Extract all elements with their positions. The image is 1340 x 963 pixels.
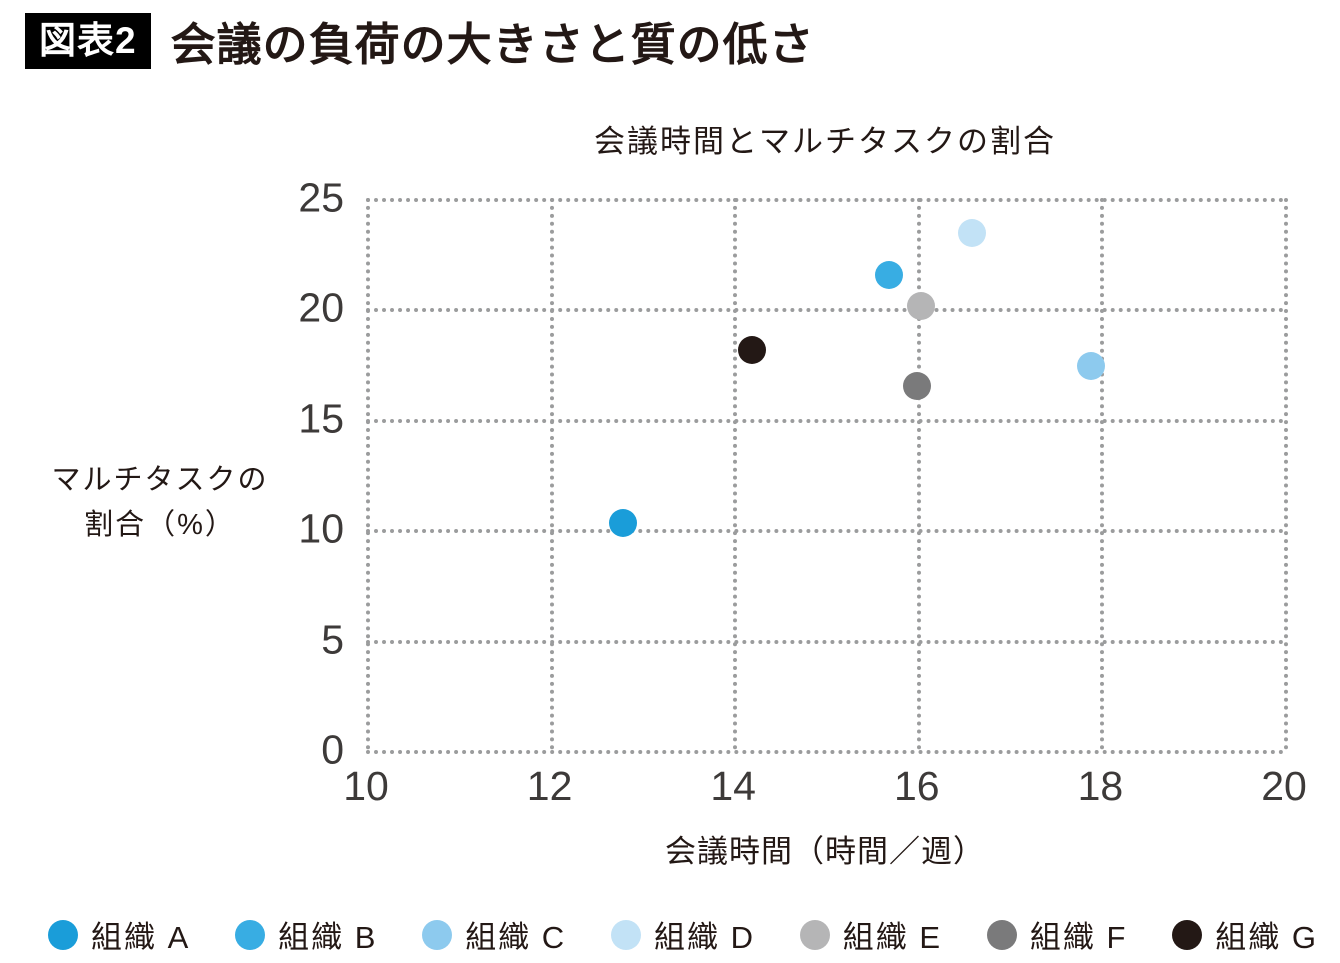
gridline-x-10 [366,198,370,750]
legend-label: 組織 E [842,920,943,955]
legend-dot-icon [610,919,641,950]
legend-dot-icon [986,919,1017,950]
legend-label: 組織 C [465,920,567,955]
y-tick-label-5: 5 [321,616,344,663]
x-tick-label-18: 18 [1077,763,1124,809]
gridline-x-18 [1100,198,1105,750]
y-tick-label-0: 0 [321,726,344,773]
gridline-x-14 [733,198,738,750]
legend-label: 組織 F [1029,920,1128,955]
x-tick-label-14: 14 [710,763,756,809]
figure-number-badge: 図表2 [25,12,151,69]
y-axis-label-line1: マルチタスクの [51,464,269,496]
y-tick-label-25: 25 [298,174,344,221]
legend-dot-icon [48,919,78,950]
gridline-x-20 [1284,198,1288,750]
scatter-plot-area [366,198,1288,754]
chart-title: 会議時間とマルチタスクの割合 [594,124,1056,159]
legend-item-a: 組織 A [48,912,190,957]
legend-label: 組織 G [1215,920,1318,955]
x-tick-label-12: 12 [526,763,573,809]
gridline-y-25 [366,198,1284,202]
x-axis-label: 会議時間（時間／週） [665,834,985,869]
gridline-y-15 [366,418,1284,423]
gridline-y-0 [366,750,1284,754]
data-point-g [737,336,766,365]
legend-label: 組織 A [91,920,191,955]
data-point-b [875,261,904,290]
gridline-y-5 [366,639,1284,644]
legend-label: 組織 B [278,920,378,955]
gridline-y-20 [366,308,1284,313]
y-tick-label-20: 20 [298,284,344,331]
gridline-y-10 [366,529,1284,534]
gridline-x-16 [916,198,921,750]
legend-item-f: 組織 F [986,912,1128,957]
legend-dot-icon [1172,919,1203,950]
legend-item-e: 組織 E [799,912,943,957]
data-point-a [609,508,638,537]
data-point-d [957,219,986,248]
chart-legend: 組織 A 組織 B 組織 C 組織 D 組織 E 組織 F 組織 G [48,912,1318,957]
legend-dot-icon [799,919,830,950]
gridline-x-12 [549,198,554,750]
figure-title: 会議の負荷の大きさと質の低さ [170,19,815,70]
legend-item-b: 組織 B [235,912,377,957]
legend-item-d: 組織 D [610,912,755,957]
data-point-f [902,371,931,400]
legend-label: 組織 D [653,920,755,955]
legend-dot-icon [235,919,266,950]
legend-dot-icon [422,919,453,950]
data-point-c [1077,351,1106,380]
y-tick-label-15: 15 [298,395,344,442]
y-axis-label: マルチタスクの 割合（%） [20,458,300,548]
y-tick-label-10: 10 [298,505,344,552]
legend-item-c: 組織 C [422,912,566,957]
legend-item-g: 組織 G [1172,912,1318,957]
x-tick-label-20: 20 [1261,763,1307,809]
x-tick-label-10: 10 [343,763,389,809]
x-tick-label-16: 16 [893,763,940,809]
figure-header: 図表2 会議の負荷の大きさと質の低さ [25,8,815,73]
data-point-e [907,292,936,321]
y-axis-label-line2: 割合（%） [84,508,236,541]
